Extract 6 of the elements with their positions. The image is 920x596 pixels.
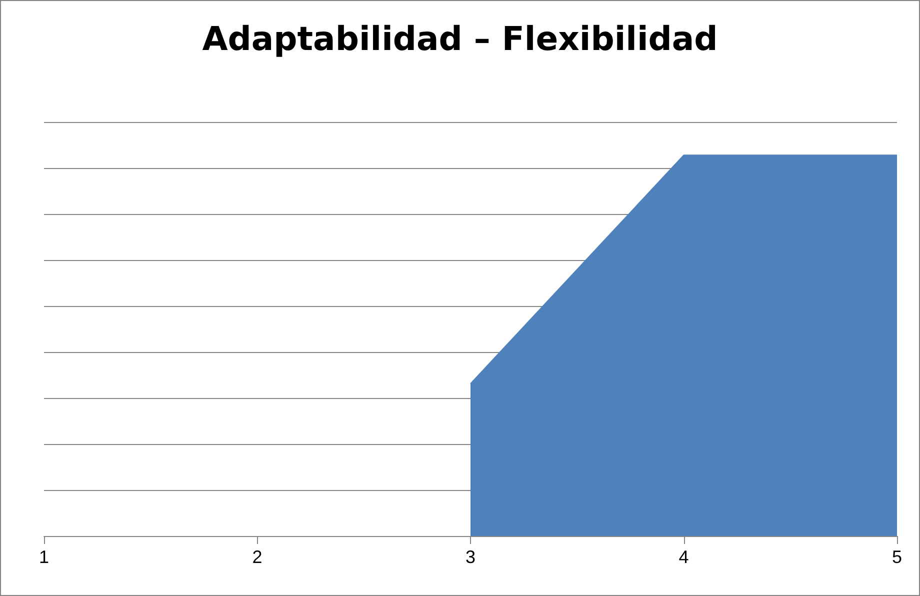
x-tick-label: 2 <box>252 547 262 567</box>
x-tick-label: 1 <box>38 547 50 567</box>
x-tick-label: 3 <box>465 547 476 567</box>
chart-title: Adaptabilidad – Flexibilidad <box>202 19 718 58</box>
x-tick-label: 4 <box>678 547 689 567</box>
x-tick-label: 5 <box>892 547 902 567</box>
